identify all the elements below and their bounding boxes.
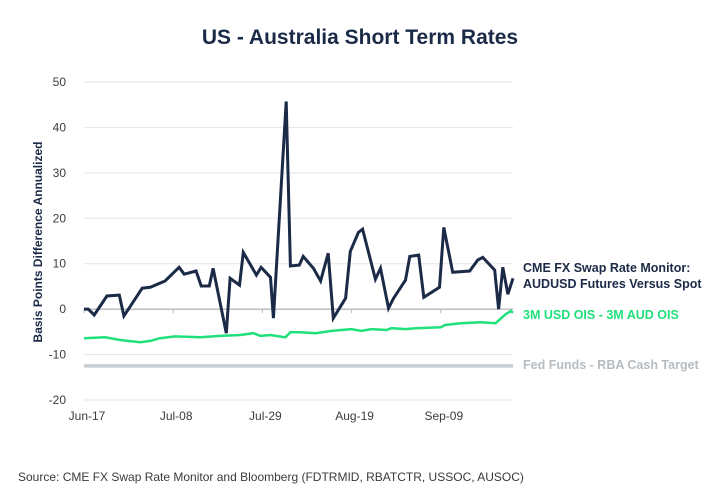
y-tick-label: -20 [49,393,67,407]
x-tick-label: Jul-29 [249,409,282,423]
series-layer [83,101,515,368]
legend-label: CME FX Swap Rate Monitor: [523,261,690,275]
y-tick-label: 20 [53,211,67,225]
x-tick-label: Sep-09 [424,409,463,423]
series-line-0 [84,101,515,334]
y-axis-label: Basis Points Difference Annualized [31,142,45,343]
y-axis: 50 40 30 20 10 0 -10 -20 [49,75,67,407]
chart-title: US - Australia Short Term Rates [201,26,519,49]
source-note: Source: CME FX Swap Rate Monitor and Blo… [18,470,524,484]
y-tick-label: 30 [53,166,67,180]
x-tick-label: Jul-08 [160,409,193,423]
grid-layer [84,81,513,401]
x-axis: Jun-17 Jul-08 Jul-29 Aug-19 Sep-09 [69,309,463,423]
y-tick-label: 40 [53,120,67,134]
x-tick-label: Jun-17 [69,409,106,423]
legend-label: 3M USD OIS - 3M AUD OIS [523,308,679,322]
legend-label: Fed Funds - RBA Cash Target [523,358,700,372]
y-tick-label: 10 [53,257,67,271]
series-line-1 [83,309,514,344]
y-tick-label: 50 [53,75,67,89]
y-tick-label: -10 [49,348,67,362]
legend-label: AUDUSD Futures Versus Spot [523,277,702,291]
legend: CME FX Swap Rate Monitor: AUDUSD Futures … [523,261,702,372]
x-tick-label: Aug-19 [335,409,374,423]
y-tick-label: 0 [59,302,66,316]
